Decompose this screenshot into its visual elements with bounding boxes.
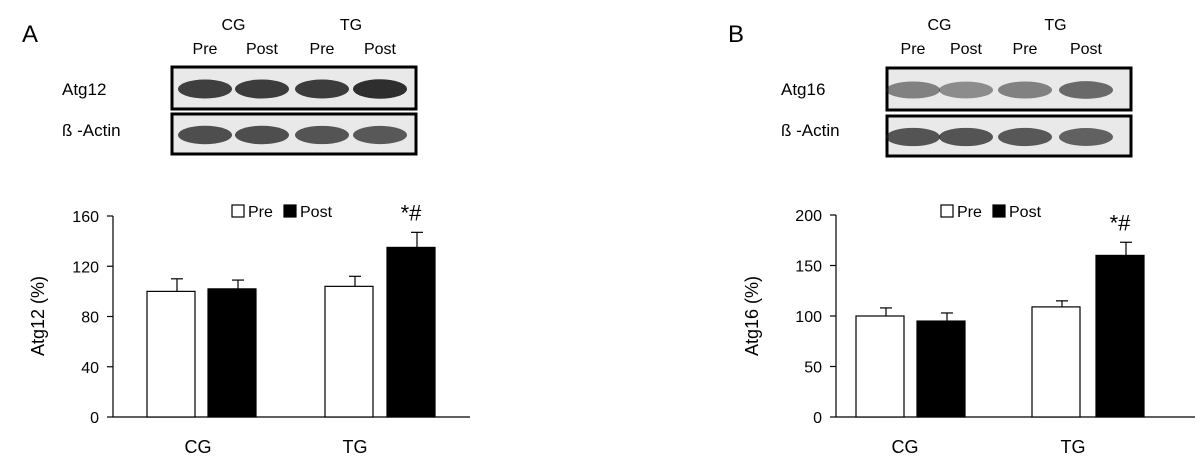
panel-letter: B bbox=[728, 21, 744, 48]
blot-band bbox=[235, 125, 289, 145]
y-tick-label: 200 bbox=[795, 208, 822, 225]
x-category-label: TG bbox=[1061, 437, 1086, 457]
blot-band bbox=[998, 81, 1052, 99]
legend-swatch-pre bbox=[940, 204, 954, 218]
y-tick-label: 40 bbox=[81, 360, 99, 377]
y-tick-label: 150 bbox=[795, 259, 822, 276]
blot-lane-label: Pre bbox=[310, 41, 335, 58]
blot-band bbox=[353, 79, 407, 99]
bar-post-cg bbox=[207, 288, 257, 418]
blot-band bbox=[178, 125, 232, 145]
bar-pre-tg bbox=[324, 285, 374, 418]
y-tick-label: 50 bbox=[804, 360, 822, 377]
blot-band bbox=[939, 127, 993, 147]
bar-pre-tg bbox=[1031, 306, 1081, 418]
bar-post-tg bbox=[1095, 254, 1145, 418]
blot-band bbox=[998, 127, 1052, 147]
blot-group-label: CG bbox=[222, 17, 246, 34]
panel-a-figure: A CG TG Pre Post Pre Post Atg12 ß -Actin 0 40 80 120… bbox=[22, 17, 470, 457]
legend-label-post: Post bbox=[300, 204, 333, 221]
bar-pre-cg bbox=[146, 290, 196, 418]
blot-band bbox=[178, 79, 232, 99]
blot-lane-label: Pre bbox=[1013, 41, 1038, 58]
blot-lane-label: Pre bbox=[193, 41, 218, 58]
blot-lane-label: Pre bbox=[901, 41, 926, 58]
blot-band bbox=[295, 79, 349, 99]
panel-letter: A bbox=[22, 21, 38, 48]
panel-b-figure: B CG TG Pre Post Pre Post Atg16 ß -Actin 0 50 100 15… bbox=[728, 17, 1195, 457]
blot-lane-label: Post bbox=[246, 41, 279, 58]
blot-band bbox=[886, 81, 940, 99]
legend-label-pre: Pre bbox=[957, 204, 982, 221]
blot-row-label: Atg16 bbox=[781, 80, 825, 99]
y-axis-label: Atg16 (%) bbox=[742, 276, 762, 356]
blot-row-label: ß -Actin bbox=[781, 121, 840, 140]
bar-pre-cg bbox=[855, 315, 905, 418]
y-tick-label: 0 bbox=[90, 410, 99, 427]
legend-label-pre: Pre bbox=[248, 204, 273, 221]
y-axis-label: Atg12 (%) bbox=[28, 276, 48, 356]
bar-post-cg bbox=[916, 320, 966, 418]
bar-post-tg bbox=[386, 246, 436, 418]
legend-swatch-post bbox=[992, 204, 1006, 218]
blot-band bbox=[1059, 128, 1113, 146]
x-category-label: CG bbox=[185, 437, 212, 457]
blot-lane-label: Post bbox=[1070, 41, 1103, 58]
blot-group-label: TG bbox=[340, 17, 362, 34]
blot-row-label: Atg12 bbox=[62, 80, 106, 99]
y-tick-label: 0 bbox=[813, 410, 822, 427]
blot-band bbox=[1059, 81, 1113, 99]
panel-a: A CG TG Pre Post Pre Post Atg12 ß -Actin 0 40 80 120… bbox=[22, 17, 470, 457]
blot-row-label: ß -Actin bbox=[62, 121, 121, 140]
blot-band bbox=[353, 125, 407, 145]
blot-group-label: TG bbox=[1044, 17, 1066, 34]
y-tick-label: 160 bbox=[72, 209, 99, 226]
blot-group-label: CG bbox=[928, 17, 952, 34]
legend-swatch-post bbox=[283, 204, 297, 218]
blot-band bbox=[295, 125, 349, 145]
y-tick-label: 120 bbox=[72, 259, 99, 276]
blot-lane-label: Post bbox=[950, 41, 983, 58]
legend-label-post: Post bbox=[1009, 204, 1042, 221]
significance-annotation: *# bbox=[401, 200, 423, 225]
significance-annotation: *# bbox=[1110, 210, 1132, 235]
blot-band bbox=[235, 79, 289, 99]
blot-band bbox=[886, 127, 940, 147]
blot-band bbox=[939, 81, 993, 99]
y-tick-label: 100 bbox=[795, 309, 822, 326]
x-category-label: TG bbox=[343, 437, 368, 457]
x-category-label: CG bbox=[892, 437, 919, 457]
legend-swatch-pre bbox=[231, 204, 245, 218]
y-tick-label: 80 bbox=[81, 310, 99, 327]
panel-b: B CG TG Pre Post Pre Post Atg16 ß -Actin 0 50 100 15… bbox=[600, 0, 1200, 466]
blot-lane-label: Post bbox=[364, 41, 397, 58]
